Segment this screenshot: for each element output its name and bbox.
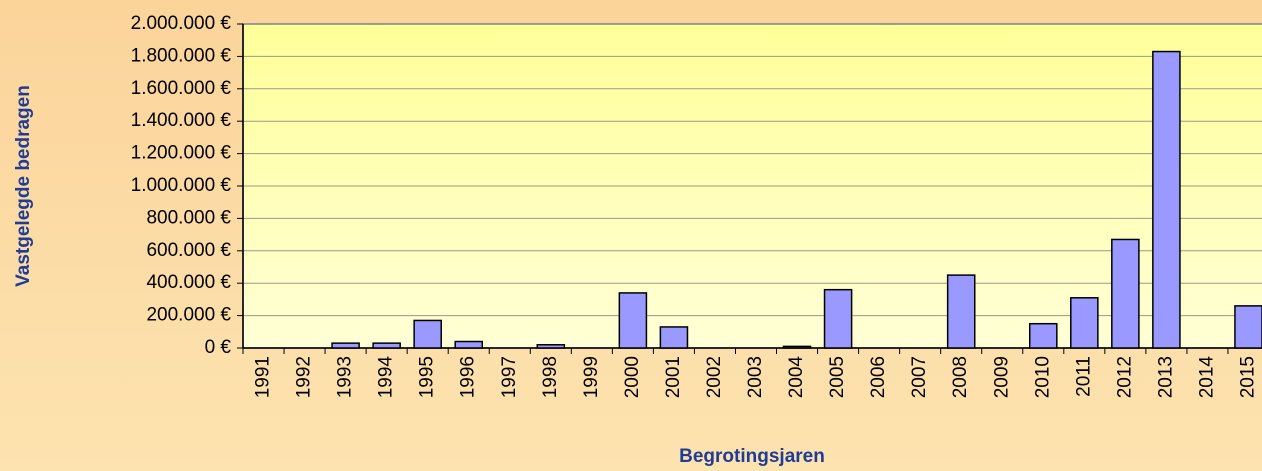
x-tick-label: 2000 <box>622 356 643 398</box>
x-tick-label: 2005 <box>827 356 848 398</box>
x-tick-label: 1998 <box>540 356 561 398</box>
bar <box>1070 297 1099 349</box>
y-tick-label: 1.800.000 € <box>131 45 232 66</box>
x-tick-label: 2006 <box>868 356 889 398</box>
x-tick-label: 2014 <box>1196 356 1217 399</box>
bar <box>454 340 484 349</box>
x-tick-label: 2010 <box>1032 356 1053 398</box>
y-tick-label: 1.400.000 € <box>131 110 232 131</box>
x-tick-label: 2015 <box>1237 356 1258 398</box>
y-tick-label: 1.000.000 € <box>131 175 232 196</box>
x-tick-label: 2009 <box>991 356 1012 398</box>
y-tick-label: 0 € <box>205 337 232 358</box>
bar <box>413 319 442 349</box>
x-tick-label: 1999 <box>581 356 602 398</box>
x-tick-label: 2002 <box>704 356 725 398</box>
y-axis-title: Vastgelegde bedragen <box>13 85 34 287</box>
y-tick-label: 600.000 € <box>146 240 231 261</box>
x-tick-label: 2007 <box>909 356 930 398</box>
y-tick-label: 2.000.000 € <box>131 13 232 34</box>
bar <box>1111 238 1140 349</box>
x-tick-label: 1997 <box>499 356 520 398</box>
x-tick-label: 2013 <box>1155 356 1176 398</box>
x-tick-label: 1996 <box>458 356 479 398</box>
x-tick-label: 2003 <box>745 356 766 398</box>
x-tick-label: 1994 <box>376 356 397 399</box>
x-tick-label: 1992 <box>294 356 315 398</box>
x-tick-label: 2012 <box>1114 356 1135 398</box>
x-tick-label: 1995 <box>417 356 438 398</box>
bar <box>331 342 360 349</box>
bar <box>372 342 401 349</box>
y-tick-label: 200.000 € <box>146 305 231 326</box>
bar <box>823 288 853 349</box>
x-tick-label: 2008 <box>950 356 971 398</box>
x-axis-title: Begrotingsjaren <box>679 446 825 467</box>
bar <box>1028 322 1058 349</box>
bar <box>536 344 566 349</box>
x-tick-label: 2001 <box>663 356 684 398</box>
y-tick-label: 400.000 € <box>146 272 231 293</box>
x-tick-label: 2011 <box>1073 356 1094 397</box>
bar <box>946 274 976 349</box>
bar <box>1152 50 1181 349</box>
y-tick-label: 1.200.000 € <box>131 143 232 164</box>
x-tick-label: 1993 <box>335 356 356 398</box>
x-tick-label: 1991 <box>253 356 274 398</box>
bar <box>659 326 689 349</box>
bar <box>782 345 812 349</box>
bar <box>1234 305 1262 349</box>
x-tick-label: 2004 <box>786 356 807 399</box>
y-tick-label: 1.600.000 € <box>131 78 232 99</box>
bar <box>618 292 648 349</box>
y-tick-label: 800.000 € <box>146 207 231 228</box>
